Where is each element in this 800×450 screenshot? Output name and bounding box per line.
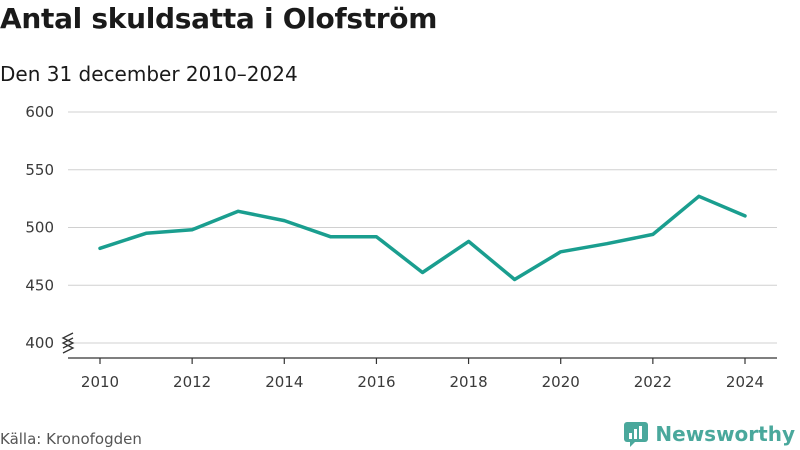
y-tick-label-500: 500 [25, 219, 54, 237]
newsworthy-logo-icon [624, 422, 649, 447]
series-layer [98, 194, 747, 282]
y-tick-label-400: 400 [25, 334, 54, 352]
x-tick-label-2010: 2010 [81, 373, 119, 391]
brand-name: Newsworthy [655, 422, 795, 446]
x-tick-label-2018: 2018 [449, 373, 487, 391]
series-line-0 [98, 194, 747, 282]
y-tick-label-550: 550 [25, 161, 54, 179]
x-tick-label-2020: 2020 [542, 373, 580, 391]
x-tick-label-2014: 2014 [265, 373, 303, 391]
x-tick-label-2024: 2024 [726, 373, 764, 391]
axis-break-mark-2 [61, 332, 75, 349]
source-note: Källa: Kronofogden [0, 430, 142, 448]
x-tick-label-2022: 2022 [634, 373, 672, 391]
gridlines [68, 111, 777, 344]
y-tick-label-450: 450 [25, 276, 54, 294]
x-axis [68, 357, 777, 364]
x-tick-label-2012: 2012 [173, 373, 211, 391]
chart-subtitle: Den 31 december 2010–2024 [0, 62, 298, 86]
axis-break-icon [61, 332, 75, 354]
brand-logo: Newsworthy [623, 421, 795, 447]
x-tick-label-2016: 2016 [357, 373, 395, 391]
y-axis-tick-labels: 400 450 500 550 600 [25, 103, 54, 352]
chart-title: Antal skuldsatta i Olofström [0, 2, 438, 35]
y-tick-label-600: 600 [25, 103, 54, 121]
x-axis-tick-labels: 2010 2012 2014 2016 2018 2020 2022 2024 [81, 373, 764, 391]
